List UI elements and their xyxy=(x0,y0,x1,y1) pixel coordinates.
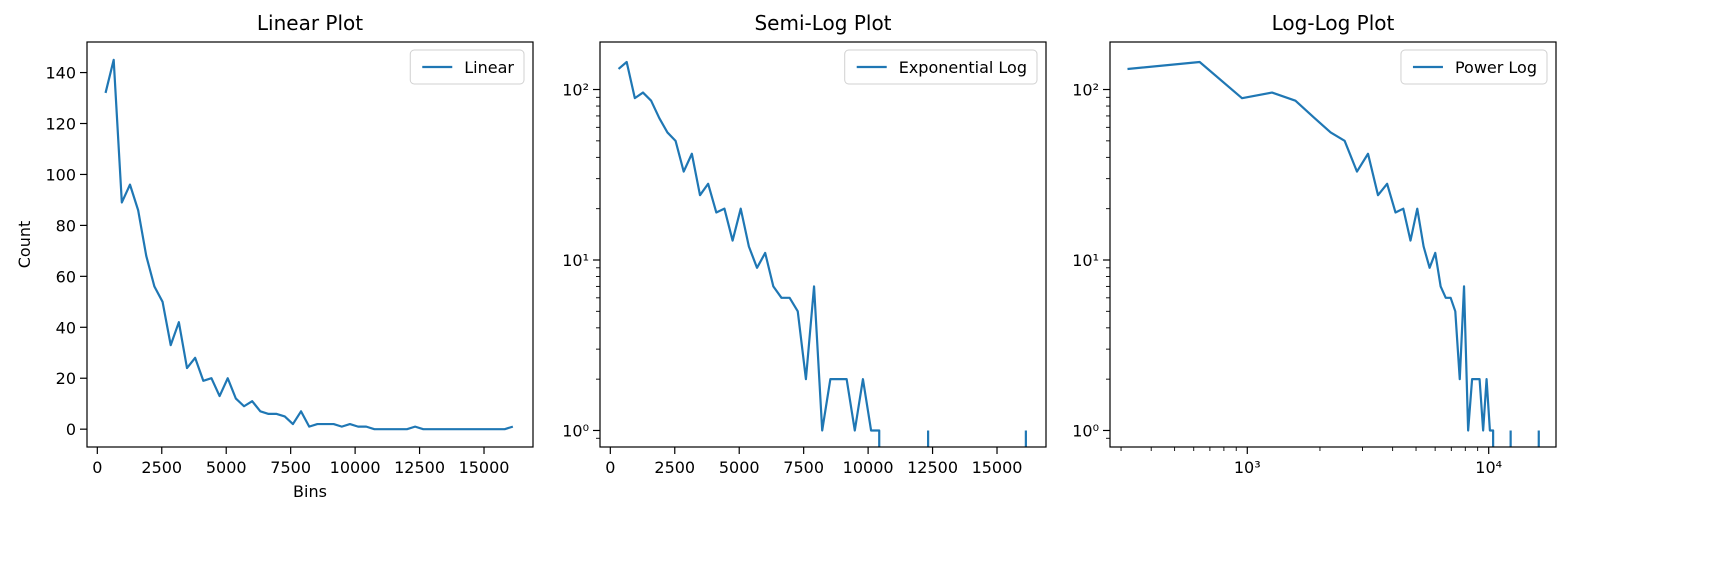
panel-2-y-tick-label: 10¹ xyxy=(1072,251,1099,270)
panel-1-series-line xyxy=(617,60,1027,447)
panel-2-title: Log-Log Plot xyxy=(1272,11,1395,35)
panel-0-y-tick-label: 120 xyxy=(45,115,76,134)
panel-0-axes-frame xyxy=(86,41,534,448)
panel-1-legend-box xyxy=(844,49,1038,85)
panel-0-legend: Linear xyxy=(409,49,525,85)
panel-0-y-tick-label: 40 xyxy=(56,318,76,337)
panel-0-series-linear xyxy=(104,58,514,431)
panel-1-x-tick-label: 12500 xyxy=(907,458,958,477)
panel-1-x-tick-label: 10000 xyxy=(843,458,894,477)
panel-0-legend-entry: Linear xyxy=(464,58,514,77)
panel-1-x-tick-label: 0 xyxy=(605,458,615,477)
panel-2-series-line xyxy=(1127,60,1540,447)
panel-2-series-power-log xyxy=(1127,60,1540,447)
panel-1-x-tick-label: 7500 xyxy=(783,458,824,477)
panel-0-y-axis-label: Count xyxy=(15,221,34,269)
log-log-plot-panel: Log-Log Plot 10³ 10⁴ 10⁰ 10¹ 10² Power Log xyxy=(1072,11,1557,477)
panel-1-y-tick-label: 10² xyxy=(562,81,589,100)
panel-2-y-tick-label: 10² xyxy=(1072,81,1099,100)
panel-0-x-tick-label: 7500 xyxy=(270,458,311,477)
panel-0-y-tick-label: 0 xyxy=(66,420,76,439)
panel-1-legend: Exponential Log xyxy=(844,49,1038,85)
panel-0-legend-box xyxy=(409,49,525,85)
panel-2-axes-frame xyxy=(1109,41,1557,448)
panel-2-legend-entry: Power Log xyxy=(1455,58,1537,77)
panel-1-legend-entry: Exponential Log xyxy=(899,58,1027,77)
panel-2-x-tick-label: 10³ xyxy=(1234,458,1261,477)
panel-0-x-tick-label: 2500 xyxy=(141,458,182,477)
panel-0-y-tick-label: 140 xyxy=(45,64,76,83)
panel-2-x-tick-label: 10⁴ xyxy=(1475,458,1502,477)
panel-0-y-tick-label: 20 xyxy=(56,369,76,388)
panel-1-x-tick-label: 15000 xyxy=(972,458,1023,477)
panel-1-x-tick-label: 2500 xyxy=(654,458,695,477)
panel-0-x-tick-label: 10000 xyxy=(330,458,381,477)
panel-1-x-tick-label: 5000 xyxy=(719,458,760,477)
semi-log-plot-panel: Semi-Log Plot 0 2500 5000 7500 10000 12500 1500… xyxy=(562,11,1047,477)
panel-1-series-exponential-log xyxy=(617,60,1027,447)
panel-2-legend-box xyxy=(1400,49,1548,85)
panel-0-x-tick-label: 0 xyxy=(92,458,102,477)
panel-1-axes-frame xyxy=(599,41,1047,448)
panel-2-y-tick-label: 10⁰ xyxy=(1072,421,1099,440)
panel-0-y-tick-label: 60 xyxy=(56,267,76,286)
panel-0-x-axis-label: Bins xyxy=(293,482,327,501)
panel-1-y-tick-label: 10¹ xyxy=(562,251,589,270)
linear-plot-panel: Linear Plot 0 2500 5000 7500 10000 12500 15000 0… xyxy=(15,11,534,501)
panel-0-x-tick-label: 5000 xyxy=(206,458,247,477)
panel-0-x-tick-label: 15000 xyxy=(459,458,510,477)
panel-0-y-tick-label: 100 xyxy=(45,165,76,184)
panel-0-series-line xyxy=(104,58,514,431)
panel-1-title: Semi-Log Plot xyxy=(754,11,891,35)
panel-2-legend: Power Log xyxy=(1400,49,1548,85)
panel-1-y-tick-label: 10⁰ xyxy=(562,421,589,440)
panel-0-x-tick-label: 12500 xyxy=(394,458,445,477)
panel-0-y-tick-label: 80 xyxy=(56,216,76,235)
panel-0-title: Linear Plot xyxy=(257,11,363,35)
